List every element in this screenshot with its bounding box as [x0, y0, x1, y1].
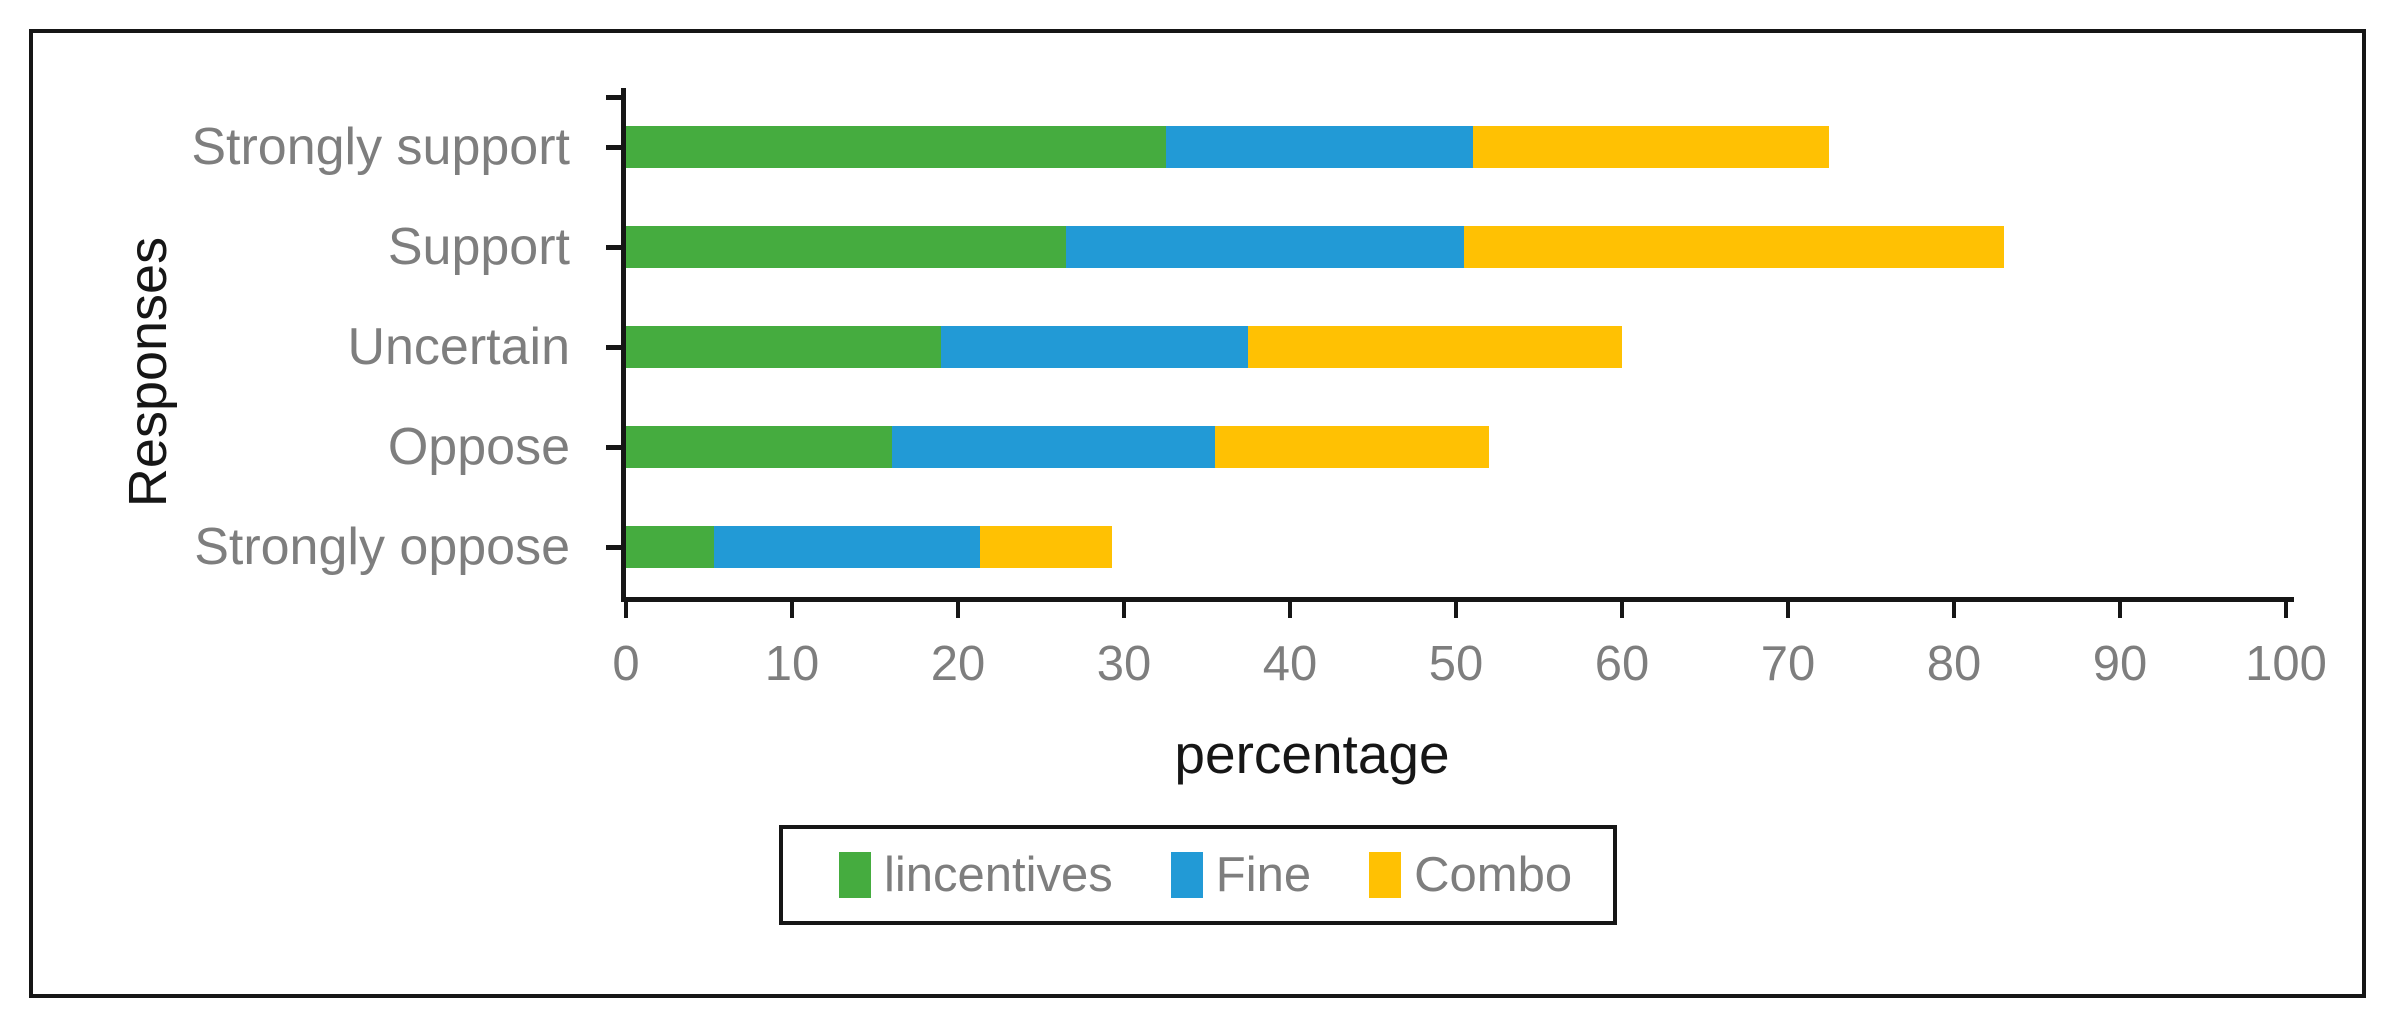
category-label: Strongly oppose: [194, 518, 570, 576]
y-axis-tick: [606, 95, 621, 100]
bar-segment: [626, 226, 1066, 268]
legend-label: Combo: [1414, 848, 1573, 902]
category-label: Uncertain: [347, 318, 570, 376]
x-axis-tick: [790, 602, 794, 618]
x-axis-tick-label: 30: [1096, 637, 1152, 691]
bar-row: [626, 497, 2286, 597]
x-axis-tick-label: 50: [1428, 637, 1484, 691]
bar-segment: [1215, 426, 1490, 468]
x-axis-tick-label: 90: [2092, 637, 2148, 691]
legend-swatch-fine: [1170, 852, 1203, 898]
x-axis-tick: [1952, 602, 1956, 618]
stacked-bar: [626, 526, 2286, 568]
legend-swatch-combo: [1369, 852, 1402, 898]
legend-swatch-lincentives: [839, 852, 871, 898]
bar-segment: [626, 526, 714, 568]
bar-segment: [713, 526, 980, 568]
bar-segment: [941, 326, 1249, 368]
y-axis-tick: [606, 345, 621, 350]
stacked-bar: [626, 426, 2286, 468]
bar-segment: [626, 126, 1166, 168]
bar-segment: [1472, 126, 1830, 168]
x-axis-tick: [1620, 602, 1624, 618]
stacked-bar: [626, 126, 2286, 168]
bar-row: [626, 97, 2286, 197]
bar-row: [626, 397, 2286, 497]
x-axis-tick-label: 40: [1262, 637, 1318, 691]
y-axis-tick: [606, 145, 621, 150]
x-axis-tick-label: 0: [612, 637, 640, 691]
category-label: Oppose: [387, 418, 570, 476]
bar-segment: [979, 526, 1113, 568]
x-axis-tick: [1786, 602, 1790, 618]
bar-segment: [1065, 226, 1465, 268]
legend: lincentives Fine Combo: [779, 825, 1617, 925]
x-axis-tick-label: 20: [930, 637, 986, 691]
x-axis-tick: [1122, 602, 1126, 618]
x-axis-line: [621, 597, 2294, 602]
x-axis-tick: [956, 602, 960, 618]
x-axis-tick: [624, 602, 628, 618]
legend-item: Fine: [1170, 847, 1312, 903]
y-axis-tick: [606, 245, 621, 250]
x-axis-tick-label: 100: [2245, 637, 2327, 691]
x-axis-tick: [1288, 602, 1292, 618]
y-axis-line: [621, 88, 626, 602]
bar-row: [626, 197, 2286, 297]
stacked-bar: [626, 326, 2286, 368]
legend-label: Fine: [1215, 848, 1312, 902]
bar-segment: [1464, 226, 2004, 268]
category-label: Support: [387, 218, 570, 276]
plot-area: [626, 97, 2286, 597]
bar-segment: [626, 426, 892, 468]
x-axis-tick: [2118, 602, 2122, 618]
category-label: Strongly support: [191, 118, 570, 176]
x-axis-title: percentage: [1174, 723, 1450, 785]
legend-label: lincentives: [884, 848, 1113, 902]
bar-row: [626, 297, 2286, 397]
bar-segment: [626, 326, 942, 368]
legend-item: Combo: [1369, 847, 1572, 903]
x-axis-tick: [1454, 602, 1458, 618]
y-axis-tick: [606, 445, 621, 450]
x-axis-tick-label: 60: [1594, 637, 1650, 691]
x-axis-tick: [2284, 602, 2288, 618]
x-axis-tick-label: 80: [1926, 637, 1982, 691]
stacked-bar: [626, 226, 2286, 268]
y-axis-tick: [606, 545, 621, 550]
bar-segment: [891, 426, 1216, 468]
bar-segment: [1248, 326, 1622, 368]
x-axis-tick-label: 10: [764, 637, 820, 691]
bar-segment: [1165, 126, 1473, 168]
legend-item: lincentives: [839, 847, 1113, 903]
x-axis-tick-label: 70: [1760, 637, 1816, 691]
